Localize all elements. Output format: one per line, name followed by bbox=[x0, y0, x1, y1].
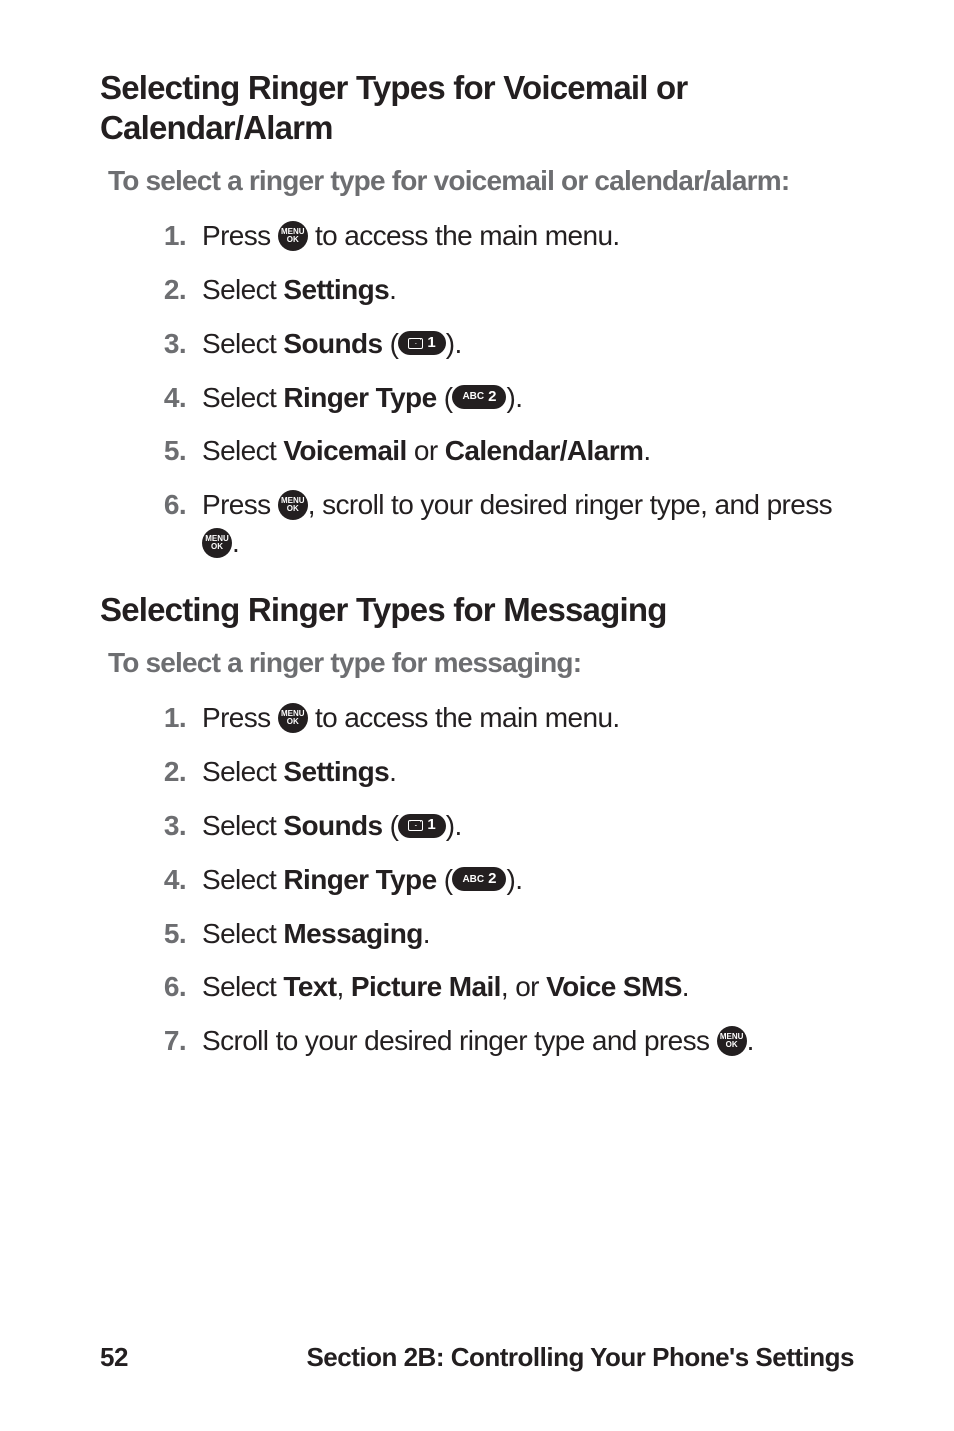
step-text: Scroll to your desired ringer type and p… bbox=[202, 1025, 717, 1056]
step-text: ). bbox=[446, 810, 462, 841]
step-text: Select bbox=[202, 382, 283, 413]
step-text: Press bbox=[202, 702, 278, 733]
list-item: Select Ringer Type (ABC2). bbox=[146, 861, 854, 899]
list-item: Scroll to your desired ringer type and p… bbox=[146, 1022, 854, 1060]
section-b-subheading: To select a ringer type for messaging: bbox=[108, 647, 854, 679]
step-bold: Picture Mail bbox=[351, 971, 501, 1002]
step-text: , bbox=[337, 971, 351, 1002]
step-text: ( bbox=[382, 810, 398, 841]
page-number: 52 bbox=[100, 1342, 128, 1373]
step-text: ). bbox=[446, 328, 462, 359]
key-1-icon: 1 bbox=[398, 331, 445, 355]
key-2-icon: ABC2 bbox=[452, 867, 506, 891]
step-bold: Sounds bbox=[283, 810, 382, 841]
list-item: Select Settings. bbox=[146, 271, 854, 309]
section-b-steps: Press MENUOK to access the main menu. Se… bbox=[100, 699, 854, 1060]
step-text: Select bbox=[202, 971, 283, 1002]
step-text: . bbox=[747, 1025, 754, 1056]
section-b-title: Selecting Ringer Types for Messaging bbox=[100, 590, 854, 630]
key-1-icon: 1 bbox=[398, 814, 445, 838]
step-text: . bbox=[682, 971, 689, 1002]
page: Selecting Ringer Types for Voicemail or … bbox=[0, 0, 954, 1431]
step-text: Select bbox=[202, 328, 283, 359]
menu-ok-icon: MENUOK bbox=[278, 490, 308, 520]
step-text: ). bbox=[506, 864, 522, 895]
step-text: Select bbox=[202, 274, 283, 305]
step-bold: Text bbox=[283, 971, 336, 1002]
menu-ok-icon: MENUOK bbox=[202, 528, 232, 558]
step-bold: Settings bbox=[283, 274, 389, 305]
step-text: ( bbox=[382, 328, 398, 359]
step-text: Select bbox=[202, 756, 283, 787]
step-text: Press bbox=[202, 489, 278, 520]
step-text: . bbox=[643, 435, 650, 466]
section-a-title: Selecting Ringer Types for Voicemail or … bbox=[100, 68, 854, 147]
list-item: Select Sounds (1). bbox=[146, 807, 854, 845]
list-item: Select Messaging. bbox=[146, 915, 854, 953]
step-text: ( bbox=[437, 382, 453, 413]
list-item: Press MENUOK, scroll to your desired rin… bbox=[146, 486, 854, 562]
step-bold: Sounds bbox=[283, 328, 382, 359]
step-text: to access the main menu. bbox=[308, 702, 620, 733]
menu-ok-icon: MENUOK bbox=[278, 221, 308, 251]
step-bold: Calendar/Alarm bbox=[445, 435, 644, 466]
step-bold: Voice SMS bbox=[546, 971, 682, 1002]
step-bold: Messaging bbox=[283, 918, 422, 949]
step-bold: Ringer Type bbox=[283, 864, 436, 895]
step-bold: Ringer Type bbox=[283, 382, 436, 413]
key-2-icon: ABC2 bbox=[452, 385, 506, 409]
step-text: , scroll to your desired ringer type, an… bbox=[308, 489, 832, 520]
step-text: . bbox=[389, 756, 396, 787]
step-text: Select bbox=[202, 810, 283, 841]
step-text: Select bbox=[202, 435, 283, 466]
step-bold: Voicemail bbox=[283, 435, 406, 466]
step-text: . bbox=[232, 527, 239, 558]
step-text: ( bbox=[437, 864, 453, 895]
page-footer: 52 Section 2B: Controlling Your Phone's … bbox=[100, 1342, 854, 1373]
step-text: , or bbox=[501, 971, 546, 1002]
step-text: Select bbox=[202, 918, 283, 949]
step-text: to access the main menu. bbox=[308, 220, 620, 251]
list-item: Select Ringer Type (ABC2). bbox=[146, 379, 854, 417]
list-item: Press MENUOK to access the main menu. bbox=[146, 699, 854, 737]
step-text: Press bbox=[202, 220, 278, 251]
step-text: ). bbox=[506, 382, 522, 413]
step-text: . bbox=[389, 274, 396, 305]
menu-ok-icon: MENUOK bbox=[717, 1026, 747, 1056]
list-item: Select Text, Picture Mail, or Voice SMS. bbox=[146, 968, 854, 1006]
step-text: Select bbox=[202, 864, 283, 895]
step-bold: Settings bbox=[283, 756, 389, 787]
section-label: Section 2B: Controlling Your Phone's Set… bbox=[306, 1342, 854, 1373]
menu-ok-icon: MENUOK bbox=[278, 703, 308, 733]
step-text: . bbox=[423, 918, 430, 949]
step-text: or bbox=[407, 435, 445, 466]
list-item: Select Sounds (1). bbox=[146, 325, 854, 363]
section-a-subheading: To select a ringer type for voicemail or… bbox=[108, 165, 854, 197]
list-item: Select Voicemail or Calendar/Alarm. bbox=[146, 432, 854, 470]
list-item: Select Settings. bbox=[146, 753, 854, 791]
list-item: Press MENUOK to access the main menu. bbox=[146, 217, 854, 255]
section-a-steps: Press MENUOK to access the main menu. Se… bbox=[100, 217, 854, 562]
